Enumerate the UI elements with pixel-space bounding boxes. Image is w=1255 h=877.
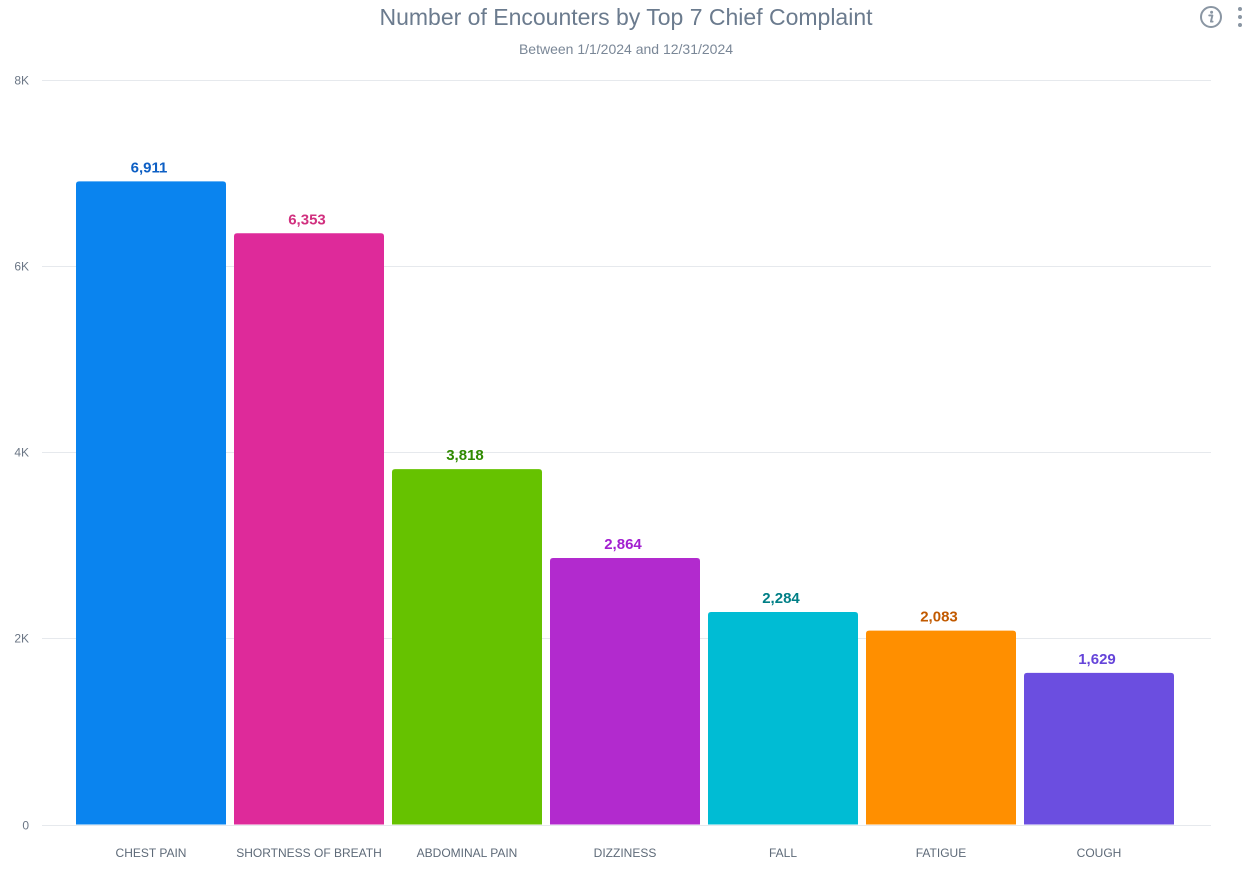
info-button[interactable] [1199,5,1223,29]
bar-dizziness[interactable] [550,557,700,825]
y-tick-label: 4K [14,446,29,460]
y-tick-label: 0 [22,819,29,833]
x-category-label: FATIGUE [916,846,966,860]
x-category-label: FALL [769,846,797,860]
x-category-label: ABDOMINAL PAIN [417,846,518,860]
data-label: 2,083 [920,609,958,626]
data-labels: 6,911 6,353 3,818 2,864 2,284 2,083 1,629 [131,159,1116,668]
bar-cough[interactable] [1024,672,1174,825]
x-category-label: SHORTNESS OF BREATH [236,846,382,860]
data-label: 3,818 [446,447,484,464]
x-category-label: CHEST PAIN [116,846,187,860]
y-tick-label: 2K [14,632,29,646]
bars [76,181,1174,825]
bar-shortness-of-breath[interactable] [234,233,384,825]
data-label: 1,629 [1078,651,1116,668]
data-label: 6,353 [288,211,326,228]
more-options-button[interactable] [1232,5,1248,29]
y-tick-label: 6K [14,260,29,274]
data-label: 2,284 [762,590,800,607]
data-label: 6,911 [131,159,168,176]
y-tick-label: 8K [14,74,29,88]
x-category-label: COUGH [1077,846,1122,860]
chart-title: Number of Encounters by Top 7 Chief Comp… [379,4,873,30]
vertical-ellipsis-icon [1238,7,1242,27]
info-circle-icon [1200,6,1222,28]
bar-fall[interactable] [708,611,858,825]
x-axis-categories: CHEST PAIN SHORTNESS OF BREATH ABDOMINAL P… [116,846,1122,860]
bar-abdominal-pain[interactable] [392,469,542,825]
data-label: 2,864 [604,536,642,553]
bar-chest-pain[interactable] [76,181,226,825]
y-axis-ticks: 0 2K 4K 6K 8K [14,74,29,833]
bar-fatigue[interactable] [866,630,1016,825]
chart-subtitle: Between 1/1/2024 and 12/31/2024 [518,41,734,57]
x-category-label: DIZZINESS [594,846,657,860]
